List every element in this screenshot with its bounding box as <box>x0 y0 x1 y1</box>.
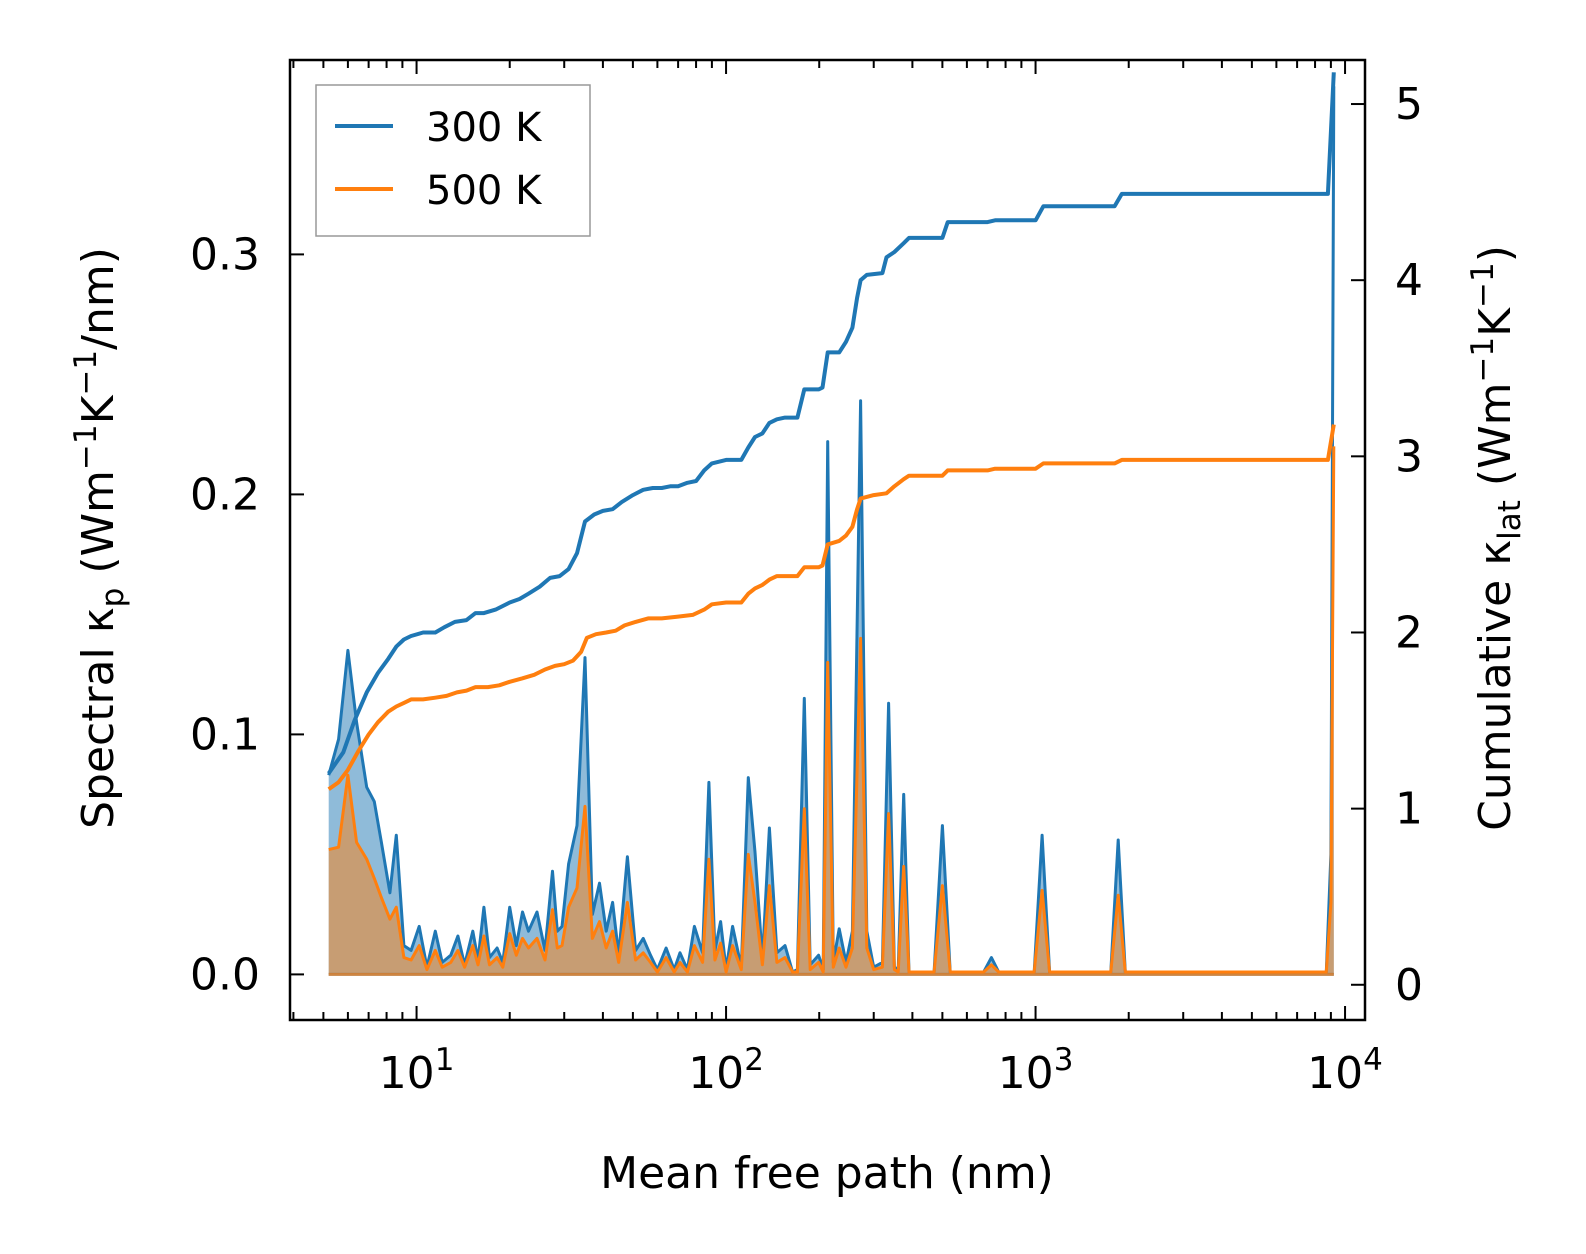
x-tick-label: 104 <box>1307 1042 1383 1099</box>
y-left-tick-label: 0.0 <box>190 949 260 1000</box>
y-right-tick-label: 2 <box>1395 607 1423 658</box>
y-right-tick-label: 3 <box>1395 431 1423 482</box>
y-right-tick-label: 1 <box>1395 784 1423 835</box>
x-tick-label: 102 <box>688 1042 764 1099</box>
y-axis-label-left: Spectral κp (Wm−1K−1/nm) <box>68 247 131 829</box>
spectral-line-500k <box>328 446 1336 974</box>
x-tick-label: 101 <box>379 1042 455 1099</box>
y-right-tick-label: 4 <box>1395 255 1423 306</box>
cumulative-line-layer <box>327 72 1336 791</box>
x-tick-label: 103 <box>998 1042 1074 1099</box>
x-axis: 101 102 103 104 <box>292 60 1383 1099</box>
y-axis-label-right: Cumulative κlat (Wm−1K−1) <box>1465 245 1528 831</box>
legend-label-500k: 500 K <box>426 168 543 214</box>
y-left-tick-label: 0.2 <box>190 469 260 520</box>
cumulative-line-300k <box>327 72 1336 775</box>
legend-box <box>315 84 591 237</box>
spectral-line-layer <box>327 86 1336 976</box>
y-axis-left: 0.0 0.1 0.2 0.3 <box>190 229 304 1000</box>
y-left-tick-label: 0.1 <box>190 709 260 760</box>
y-right-tick-label: 0 <box>1395 960 1423 1011</box>
y-axis-right: 0 1 2 3 4 5 <box>1351 79 1423 1011</box>
x-axis-label: Mean free path (nm) <box>600 1148 1054 1199</box>
legend-label-300k: 300 K <box>426 105 543 151</box>
y-right-tick-label: 5 <box>1395 79 1423 130</box>
y-left-tick-label: 0.3 <box>190 229 260 280</box>
plot-frame <box>288 58 1367 1022</box>
cumulative-line-500k <box>327 424 1336 791</box>
legend: 300 K 500 K <box>315 84 591 237</box>
